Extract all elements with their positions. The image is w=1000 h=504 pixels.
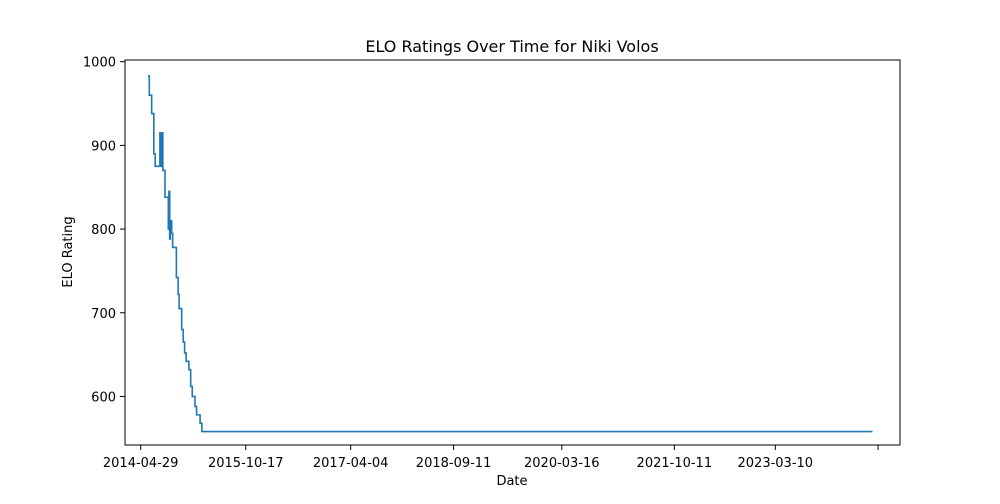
chart-title: ELO Ratings Over Time for Niki Volos xyxy=(365,37,658,56)
data-point xyxy=(151,113,153,115)
data-point xyxy=(188,369,190,371)
y-tick-label: 800 xyxy=(91,223,116,238)
plot-frame xyxy=(124,59,901,446)
data-point xyxy=(162,170,164,172)
data-point xyxy=(169,220,171,222)
data-point xyxy=(182,341,184,343)
plot-layer xyxy=(147,75,874,433)
data-point xyxy=(153,153,155,155)
data-point xyxy=(154,165,156,167)
data-point xyxy=(164,196,166,198)
y-tick-label: 1000 xyxy=(83,56,116,71)
y-axis: 600 700 800 900 1000 xyxy=(83,56,125,405)
y-tick-label: 700 xyxy=(91,307,116,322)
x-axis: 2014-04-29 2015-10-17 2017-04-04 2018-09-11… xyxy=(103,445,879,471)
data-point xyxy=(159,132,161,134)
data-point xyxy=(176,277,178,279)
data-point xyxy=(149,94,151,96)
data-point xyxy=(190,386,192,388)
x-tick-label: 2021-10-11 xyxy=(637,456,713,471)
x-tick-label: 2023-03-10 xyxy=(738,456,814,471)
data-point xyxy=(168,228,170,230)
data-point xyxy=(201,431,203,433)
data-point xyxy=(196,414,198,416)
data-point xyxy=(191,396,193,398)
data-point xyxy=(171,232,173,234)
y-tick-label: 600 xyxy=(91,390,116,405)
x-tick-label: 2015-10-17 xyxy=(208,456,284,471)
data-point xyxy=(872,431,874,433)
data-point xyxy=(160,165,162,167)
data-point xyxy=(161,132,163,134)
data-point xyxy=(177,294,179,296)
data-point xyxy=(169,238,171,240)
data-point xyxy=(185,361,187,363)
x-tick-label: 2020-03-16 xyxy=(524,456,600,471)
x-tick-label: 2014-04-29 xyxy=(103,456,179,471)
y-tick-label: 900 xyxy=(91,139,116,154)
data-point xyxy=(181,329,183,331)
data-point xyxy=(172,247,174,249)
series-line-0 xyxy=(147,75,873,433)
x-tick-label: 2017-04-04 xyxy=(313,456,389,471)
x-axis-label: Date xyxy=(496,474,527,489)
data-point xyxy=(178,308,180,310)
data-point xyxy=(168,191,170,193)
data-point xyxy=(199,422,201,424)
x-tick-label: 2018-09-11 xyxy=(416,456,492,471)
data-point xyxy=(147,75,149,77)
y-axis-label: ELO Rating xyxy=(61,216,76,287)
data-point xyxy=(194,406,196,408)
data-point xyxy=(184,352,186,354)
